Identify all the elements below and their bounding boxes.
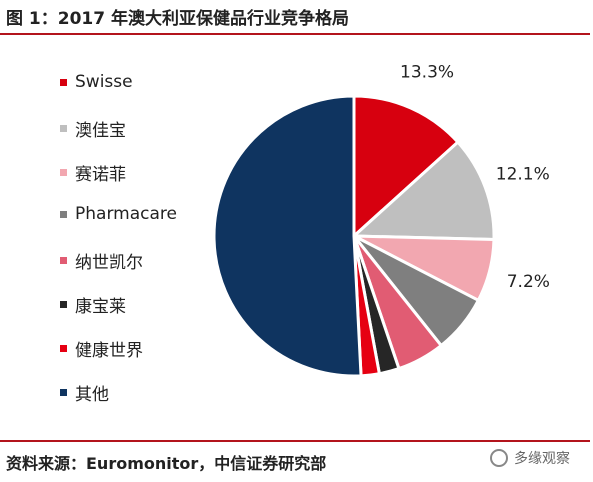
legend-item: 赛诺菲 (60, 160, 126, 185)
watermark-text: 多缘观察 (514, 451, 570, 467)
legend-swatch (60, 78, 67, 86)
legend-swatch (60, 169, 67, 176)
legend-swatch (60, 389, 67, 396)
source-divider (0, 440, 590, 442)
pie-slice (350, 139, 496, 242)
watermark: 多缘观察 (490, 448, 570, 468)
legend-item: Pharmacare (60, 204, 177, 224)
legend-label: 纳世凯尔 (75, 253, 143, 273)
pie-slice (212, 94, 363, 378)
legend-label: 澳佳宝 (75, 121, 126, 141)
legend-item: 澳佳宝 (60, 116, 126, 141)
legend-item: 纳世凯尔 (60, 248, 143, 273)
legend-label: 康宝莱 (75, 297, 126, 317)
legend-label: 其他 (75, 385, 109, 405)
data-label: 7.2% (507, 272, 550, 292)
source-note: 资料来源：Euromonitor，中信证券研究部 (6, 454, 327, 473)
data-label: 12.1% (496, 164, 550, 184)
legend-swatch (60, 257, 67, 264)
legend-item: Swisse (60, 72, 133, 92)
legend-swatch (60, 345, 67, 352)
legend-label: 健康世界 (75, 341, 143, 361)
legend-item: 健康世界 (60, 336, 143, 361)
title-divider (0, 33, 590, 35)
wechat-icon (490, 449, 508, 467)
legend-label: Pharmacare (75, 204, 177, 224)
data-label: 13.3% (400, 62, 454, 82)
legend-swatch (60, 301, 67, 308)
legend-item: 康宝莱 (60, 292, 126, 317)
legend-swatch (60, 210, 67, 218)
legend-label: 赛诺菲 (75, 165, 126, 185)
legend-label: Swisse (75, 72, 133, 92)
chart-title: 图 1：2017 年澳大利亚保健品行业竞争格局 (6, 9, 349, 29)
legend-swatch (60, 125, 67, 132)
legend-item: 其他 (60, 380, 109, 405)
pie-slice (352, 94, 460, 240)
